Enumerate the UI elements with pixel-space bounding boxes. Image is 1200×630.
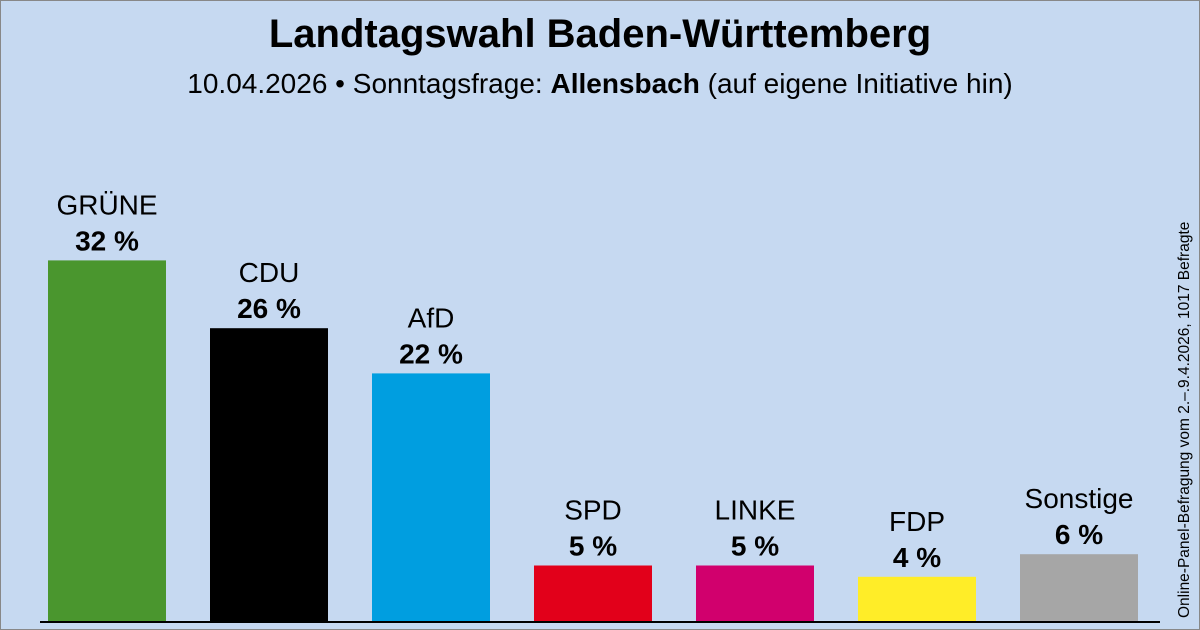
subtitle-institute: Allensbach <box>550 68 700 99</box>
bar-value-label: 22 % <box>399 338 463 369</box>
subtitle-note: (auf eigene Initiative hin) <box>707 68 1013 99</box>
bar-spd <box>534 565 652 622</box>
bars-group: 32 % GRÜNE 26 % CDU 22 % AfD 5 % SPD 5 % LINKE 4 %… <box>48 189 1138 622</box>
bar-value-label: 6 % <box>1055 519 1103 550</box>
bar-sonstige <box>1020 554 1138 622</box>
bar-category-label: SPD <box>564 495 622 526</box>
bar-value-label: 26 % <box>237 293 301 324</box>
bar-cdu <box>210 328 328 622</box>
chart-subtitle: 10.04.2026 • Sonntagsfrage: Allensbach (… <box>0 68 1200 100</box>
chart-title: Landtagswahl Baden-Württemberg <box>268 12 932 56</box>
bar-afd <box>372 373 490 622</box>
bar-value-label: 5 % <box>569 531 617 562</box>
bar-category-label: GRÜNE <box>56 189 157 220</box>
bar-value-label: 5 % <box>731 531 779 562</box>
bar-fdp <box>858 576 976 622</box>
bar-category-label: LINKE <box>715 495 796 526</box>
bar-category-label: CDU <box>239 257 300 288</box>
bar-value-label: 4 % <box>893 542 941 573</box>
bar-linke <box>696 565 814 622</box>
bar-grüne <box>48 260 166 622</box>
bar-category-label: AfD <box>408 302 455 333</box>
bar-value-label: 32 % <box>75 225 139 256</box>
bar-category-label: Sonstige <box>1025 483 1134 514</box>
subtitle-date: 10.04.2026 • Sonntagsfrage: <box>187 68 543 99</box>
bar-category-label: FDP <box>889 506 945 537</box>
